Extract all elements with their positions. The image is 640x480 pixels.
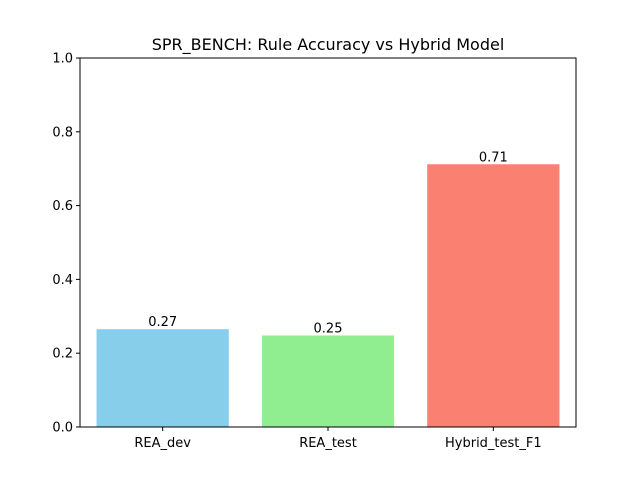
y-tick-label: 1.0 [52,52,73,67]
bar-value-label: 0.25 [314,321,343,336]
y-tick-label: 0.6 [52,199,73,214]
bar-value-labels: 0.27 0.25 0.71 [148,150,508,336]
x-tick-label: Hybrid_test_F1 [445,436,542,451]
chart-title: SPR_BENCH: Rule Accuracy vs Hybrid Model [152,35,505,55]
y-tick-label: 0.8 [52,125,73,140]
bar-Hybrid_test_F1 [427,164,560,427]
plot-area: 0.27 0.250.71 0.00.20.40.60.81.0 REA_dev R… [52,52,577,451]
bar-REA_test [261,335,395,427]
y-axis: 0.0 0.2 0.4 0.6 0.8 1.0 [52,52,80,436]
bar-value-label: 0.71 [479,150,508,165]
y-tick-label: 0.0 [52,421,73,436]
x-axis: REA_dev REA_test Hybrid_test_F1 [134,427,542,451]
x-tick-label: REA_dev [134,436,191,451]
x-tick-label: REA_test [299,436,357,451]
y-tick-label: 0.2 [52,347,73,362]
y-tick-label: 0.4 [52,273,73,288]
bars [96,164,560,427]
bar-value-label: 0.27 [148,315,177,330]
bar-REA_dev [96,329,229,427]
